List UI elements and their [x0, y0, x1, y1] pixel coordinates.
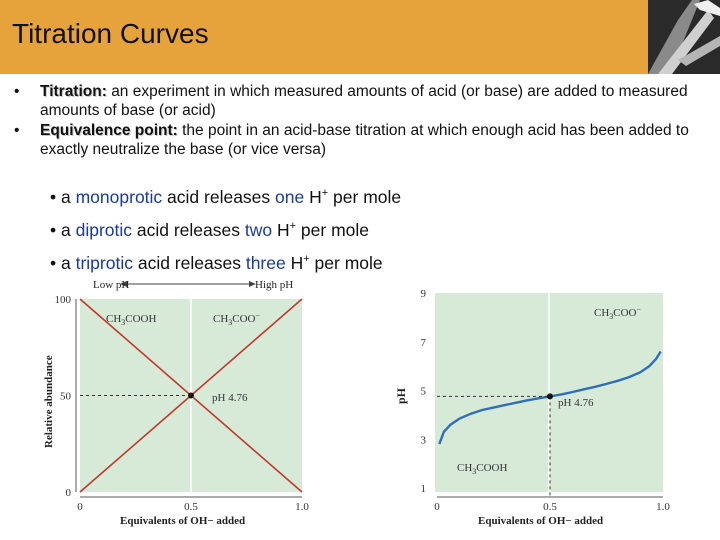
definition-text: an experiment in which measured amounts …: [40, 83, 688, 119]
text-segment: acid releases: [162, 186, 276, 207]
text-segment: two: [244, 219, 273, 240]
definition-term: Titration:: [40, 83, 107, 100]
text-segment: +: [289, 219, 297, 232]
point-label: pH 4.76: [558, 397, 594, 409]
series-label-ch3cooh: CH3COOH: [106, 313, 157, 327]
x-tick-label: 0: [77, 501, 83, 513]
text-segment: three: [245, 252, 286, 273]
example-row: • a monoprotic acid releases one H+ per …: [50, 186, 402, 207]
x-axis-label: Equivalents of OH− added: [478, 515, 603, 527]
slide-title: Titration Curves: [12, 18, 209, 49]
x-tick-label: 1.0: [295, 501, 309, 513]
example-row: • a diprotic acid releases two H+ per mo…: [50, 219, 370, 240]
example-row: • a triprotic acid releases three H+ per…: [50, 252, 383, 273]
y-tick-label: 9: [421, 288, 427, 300]
text-segment: monoprotic: [75, 186, 163, 207]
series-line-ch3coo: [79, 298, 303, 493]
x-tick-label: 0.5: [543, 501, 557, 513]
text-segment: a: [61, 252, 76, 273]
definition-equivalence-point: • Equivalence point: the point in an aci…: [14, 121, 714, 159]
text-segment: acid releases: [132, 219, 245, 240]
definition-term: Equivalence point:: [40, 122, 178, 139]
text-segment: H: [290, 252, 304, 273]
equivalence-point: [188, 392, 194, 399]
bullet: •: [14, 83, 20, 100]
x-tick-label: 1.0: [656, 501, 670, 513]
region-label-top: CH3COO−: [594, 305, 642, 321]
y-tick-label: 0: [66, 487, 72, 499]
definition-titration: • Titration: an experiment in which meas…: [14, 82, 714, 120]
definition-text: the point in an acid-base titration at w…: [40, 122, 689, 158]
x-tick-label: 0: [434, 501, 440, 513]
decorative-photo: [648, 0, 720, 74]
y-tick-label: 3: [421, 434, 427, 446]
examples-list: • a monoprotic acid releases one H+ per …: [50, 179, 401, 277]
series-line-ch3cooh: [79, 298, 303, 493]
y-tick-label: 100: [55, 294, 72, 306]
text-segment: acid releases: [132, 252, 246, 273]
high-ph-label: High pH: [255, 279, 293, 291]
y-axis-label: pH: [394, 387, 408, 404]
arrow-left-icon: [120, 281, 127, 287]
point-label: pH 4.76: [212, 392, 248, 404]
text-segment: a: [61, 186, 76, 207]
low-ph-label: Low pH: [93, 279, 129, 291]
text-segment: one: [275, 186, 305, 207]
text-segment: triprotic: [75, 252, 133, 273]
y-tick-label: 7: [421, 337, 427, 349]
text-segment: per mole: [309, 252, 383, 273]
definitions-list: • Titration: an experiment in which meas…: [14, 82, 714, 160]
title-bar: Titration Curves: [0, 0, 720, 74]
arrow-right-icon: [249, 281, 256, 287]
chart-plot-area: [80, 299, 302, 492]
y-tick-label: 50: [60, 391, 72, 403]
text-segment: per mole: [328, 186, 402, 207]
chart-plot-area: [435, 293, 663, 492]
text-segment: a: [61, 219, 76, 240]
x-axis-label: Equivalents of OH− added: [120, 515, 245, 527]
text-segment: H: [309, 186, 322, 207]
titration-curve: [438, 350, 662, 445]
y-tick-label: 1: [421, 483, 427, 495]
bullet: •: [14, 122, 20, 139]
text-segment: per mole: [296, 219, 370, 240]
region-label-bottom: CH3COOH: [457, 462, 508, 476]
y-tick-label: 5: [421, 386, 427, 398]
equivalence-point: [547, 393, 553, 400]
x-tick-label: 0.5: [184, 501, 198, 513]
text-segment: +: [303, 252, 310, 265]
text-segment: +: [321, 187, 329, 199]
series-label-ch3coo: CH3COO−: [213, 311, 261, 327]
y-axis-label: Relative abundance: [43, 355, 55, 448]
text-segment: H: [276, 219, 290, 240]
text-segment: diprotic: [75, 219, 133, 240]
